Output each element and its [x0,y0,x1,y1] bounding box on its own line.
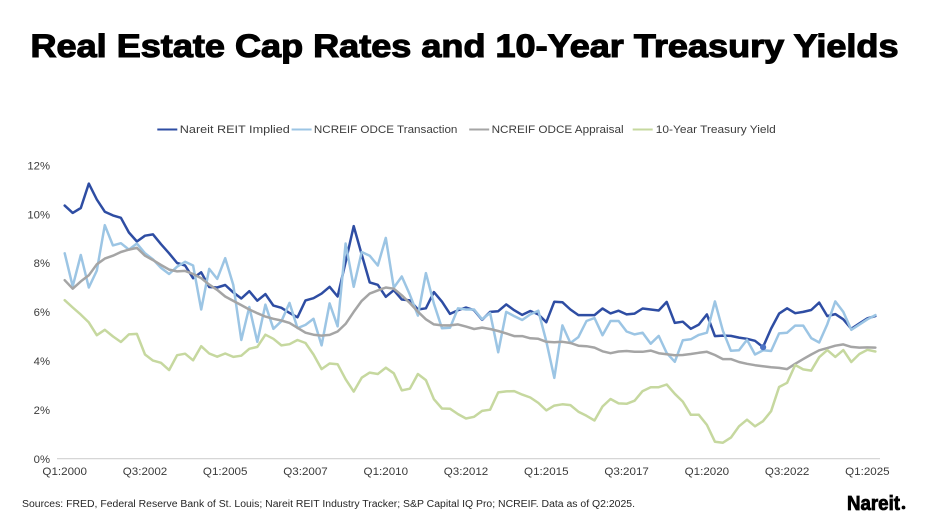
svg-text:8%: 8% [34,258,50,270]
svg-text:0%: 0% [34,454,50,466]
svg-text:Q1:2005: Q1:2005 [203,466,248,478]
svg-text:Q1:2015: Q1:2015 [524,466,569,478]
svg-text:Q1:2000: Q1:2000 [42,466,87,478]
svg-text:10-Year Treasury Yield: 10-Year Treasury Yield [656,124,776,136]
svg-text:Nareit: Nareit [847,493,900,515]
svg-text:Q1:2010: Q1:2010 [364,466,409,478]
svg-text:Q3:2022: Q3:2022 [765,466,810,478]
svg-text:12%: 12% [27,161,50,173]
svg-text:Q3:2012: Q3:2012 [444,466,489,478]
svg-text:Nareit REIT Implied: Nareit REIT Implied [180,124,290,136]
svg-text:Sources: FRED, Federal Reserve: Sources: FRED, Federal Reserve Bank of S… [22,499,635,510]
svg-text:Q1:2025: Q1:2025 [845,466,890,478]
svg-text:4%: 4% [34,356,50,368]
svg-text:Real Estate Cap Rates and 10-Y: Real Estate Cap Rates and 10-Year Treasu… [31,28,899,64]
svg-text:6%: 6% [34,307,50,319]
svg-text:Q3:2017: Q3:2017 [604,466,649,478]
svg-text:2%: 2% [34,405,50,417]
svg-text:Q3:2002: Q3:2002 [123,466,168,478]
svg-text:NCREIF ODCE Appraisal: NCREIF ODCE Appraisal [492,124,624,136]
svg-text:Q1:2020: Q1:2020 [685,466,730,478]
svg-text:10%: 10% [27,209,50,221]
svg-text:Q3:2007: Q3:2007 [283,466,328,478]
svg-text:NCREIF ODCE Transaction: NCREIF ODCE Transaction [314,124,458,136]
